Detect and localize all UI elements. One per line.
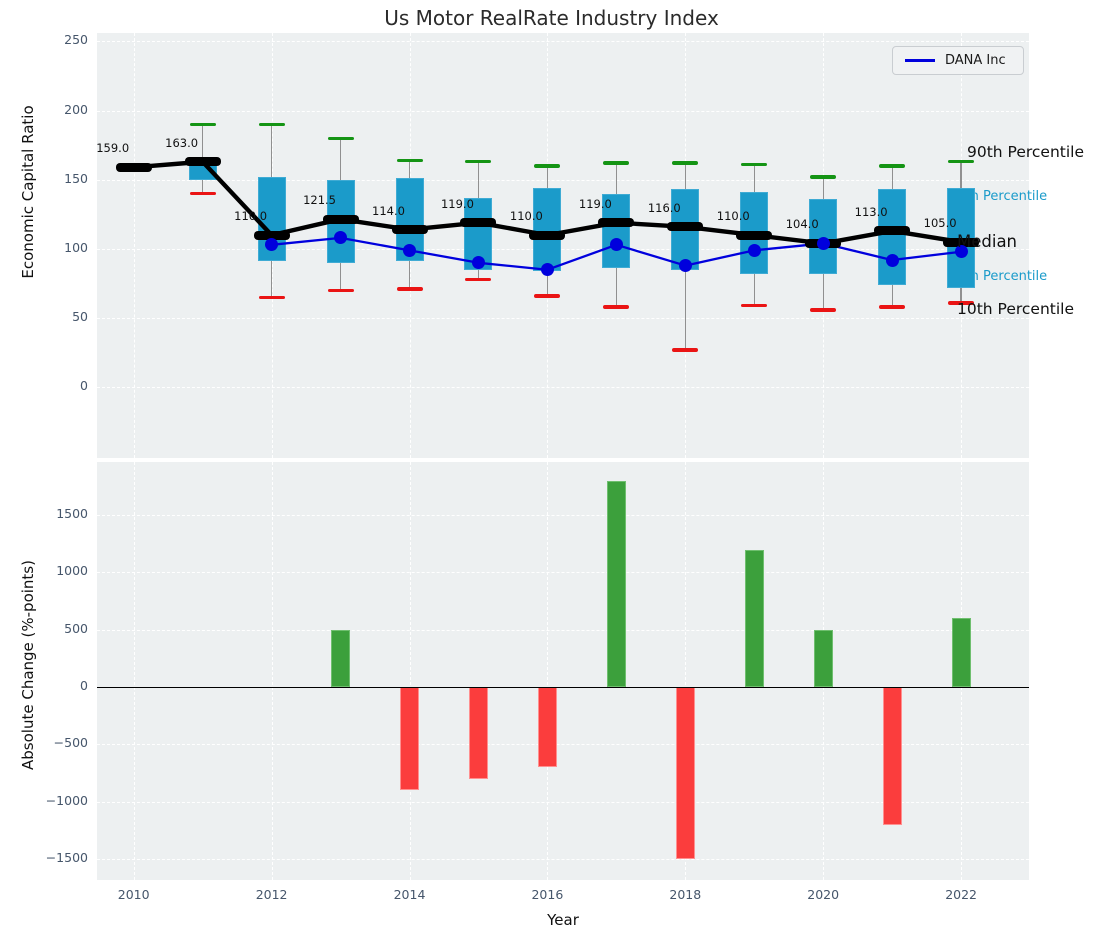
xtick-label: 2014 (380, 887, 440, 902)
dana-point-2015 (472, 256, 485, 269)
median-marker-2021 (874, 226, 910, 235)
bottom-ytick-label: 1500 (26, 506, 88, 521)
top-ytick-label: 0 (26, 378, 88, 393)
xtick-label: 2018 (655, 887, 715, 902)
chart-title: Us Motor RealRate Industry Index (0, 6, 1103, 30)
median-value-label-2021: 113.0 (839, 205, 903, 219)
median-value-label-2020: 104.0 (770, 217, 834, 231)
top-ytick-label: 50 (26, 309, 88, 324)
median-marker-2014 (392, 225, 428, 234)
top-ytick-label: 100 (26, 240, 88, 255)
median-value-label-2010: 159.0 (81, 141, 145, 155)
x-axis-label: Year (97, 911, 1029, 929)
legend-line-sample (905, 59, 935, 62)
dana-point-2019 (748, 244, 761, 257)
median-value-label-2012: 110.0 (219, 209, 283, 223)
dana-point-2018 (679, 259, 692, 272)
dana-point-2017 (610, 238, 623, 251)
bottom-ytick-label: −1000 (26, 793, 88, 808)
xtick-label: 2010 (104, 887, 164, 902)
median-value-label-2018: 116.0 (632, 201, 696, 215)
median-marker-2016 (529, 231, 565, 240)
legend: DANA Inc (892, 46, 1024, 75)
dana-point-2020 (817, 237, 830, 250)
bottom-ytick-label: 1000 (26, 563, 88, 578)
dana-point-2016 (541, 263, 554, 276)
legend-label: DANA Inc (945, 53, 1006, 68)
median-marker-2017 (598, 218, 634, 227)
xtick-label: 2012 (242, 887, 302, 902)
annotation-90th-percentile: 90th Percentile (967, 143, 1084, 161)
median-value-label-2017: 119.0 (563, 197, 627, 211)
xtick-label: 2022 (931, 887, 991, 902)
median-value-label-2022: 105.0 (908, 216, 972, 230)
dana-point-2021 (886, 254, 899, 267)
median-marker-2015 (460, 218, 496, 227)
median-value-label-2014: 114.0 (357, 204, 421, 218)
median-marker-2019 (736, 231, 772, 240)
bottom-ytick-label: −500 (26, 735, 88, 750)
median-value-label-2013: 121.5 (288, 193, 352, 207)
top-ytick-label: 150 (26, 171, 88, 186)
median-value-label-2011: 163.0 (150, 136, 214, 150)
figure: Us Motor RealRate Industry Index Economi… (0, 0, 1103, 942)
annotation-10th-percentile: 10th Percentile (957, 300, 1074, 318)
top-ytick-label: 250 (26, 32, 88, 47)
median-marker-2018 (667, 222, 703, 231)
bottom-ytick-label: 500 (26, 621, 88, 636)
dana-point-2012 (265, 238, 278, 251)
xtick-label: 2016 (517, 887, 577, 902)
bottom-ytick-label: 0 (26, 678, 88, 693)
top-ytick-label: 200 (26, 102, 88, 117)
median-marker-2010 (116, 163, 152, 172)
xtick-label: 2020 (793, 887, 853, 902)
dana-point-2014 (403, 244, 416, 257)
marker-layer: 159.0 163.0 110.0 121.5 114.0 119.0 110.0 119.0… (0, 0, 1103, 942)
median-value-label-2019: 110.0 (701, 209, 765, 223)
median-marker-2013 (323, 215, 359, 224)
median-value-label-2016: 110.0 (494, 209, 558, 223)
median-marker-2011 (185, 157, 221, 166)
annotation-median: Median (957, 232, 1017, 251)
median-value-label-2015: 119.0 (425, 197, 489, 211)
dana-point-2013 (334, 231, 347, 244)
bottom-ytick-label: −1500 (26, 850, 88, 865)
